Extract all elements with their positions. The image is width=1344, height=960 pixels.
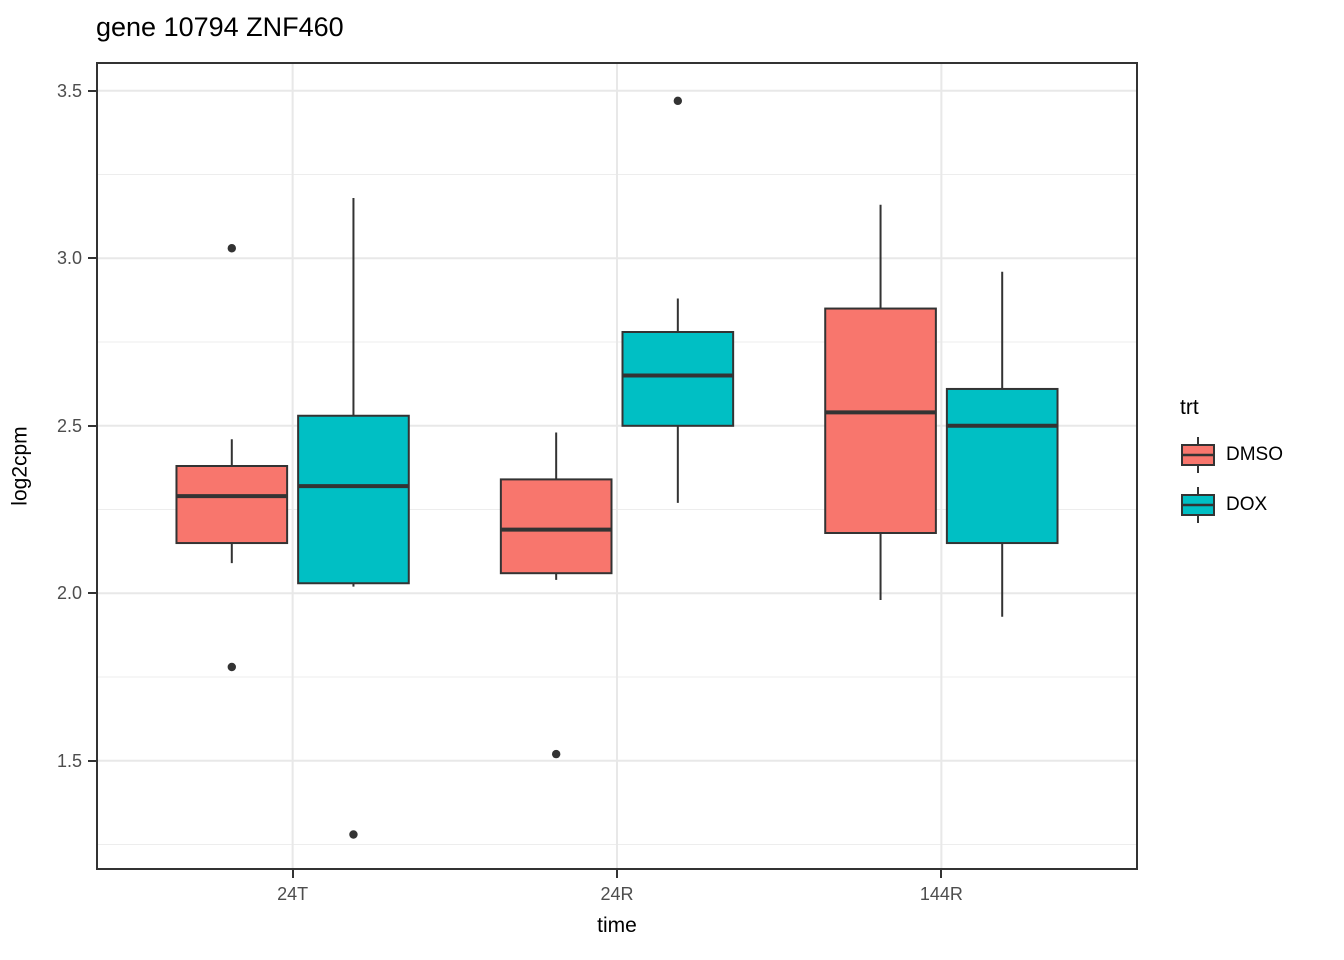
y-tick-label: 2.0: [56, 583, 82, 604]
x-tick-label-24t: 24T: [277, 884, 309, 904]
plot-title: gene 10794 ZNF460: [96, 12, 344, 42]
x-axis-title: time: [597, 914, 637, 937]
legend-item-dmso: DMSO: [1180, 430, 1283, 480]
y-axis-title: log2cpm: [9, 426, 33, 506]
outlier-dmso-24r: [551, 749, 561, 759]
legend: trt DMSO DOX: [1180, 396, 1283, 530]
box-dox-144r: [945, 387, 1059, 545]
y-tick-label: 2.5: [56, 415, 82, 436]
x-tick-label-144r: 144R: [919, 884, 963, 904]
plot-panel: [96, 62, 1138, 870]
boxplot-canvas: [98, 64, 1136, 868]
legend-key-boxplot-icon: [1181, 437, 1215, 473]
y-tick-label: 3.0: [56, 248, 82, 269]
y-tick-mark: [88, 89, 96, 92]
box-dox-24t: [297, 414, 410, 585]
y-tick-label: 1.5: [56, 750, 82, 771]
x-tick-mark: [616, 870, 618, 878]
x-tick-mark: [291, 870, 294, 878]
box-dmso-24t: [175, 465, 289, 545]
legend-items: DMSO DOX: [1180, 430, 1283, 530]
legend-key-boxplot-icon: [1181, 487, 1215, 523]
outlier-dmso-24t: [227, 662, 236, 672]
legend-label: DMSO: [1226, 444, 1283, 465]
legend-item-dox: DOX: [1180, 480, 1283, 530]
legend-label: DOX: [1226, 494, 1268, 515]
box-dmso-144r: [824, 307, 937, 534]
box-dmso-24r: [499, 478, 613, 575]
box-dox-24r: [621, 331, 735, 427]
outlier-dmso-24t: [227, 244, 236, 253]
y-axis-title-wrap: log2cpm: [2, 62, 40, 870]
y-tick-mark: [88, 592, 96, 595]
legend-title: trt: [1180, 396, 1199, 419]
x-tick-label-24r: 24R: [600, 884, 634, 904]
y-tick-label: 3.5: [56, 80, 82, 101]
outlier-dox-24t: [349, 830, 358, 839]
y-tick-mark: [88, 257, 96, 260]
y-tick-mark: [88, 759, 96, 762]
y-tick-mark: [88, 424, 96, 427]
x-tick-mark: [940, 870, 943, 878]
outlier-dox-24r: [673, 96, 683, 106]
